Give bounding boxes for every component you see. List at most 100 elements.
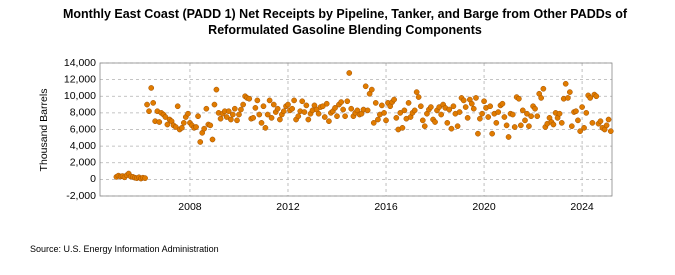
point <box>228 116 234 123</box>
x-tick-label: 2024 <box>570 201 594 213</box>
point <box>260 103 267 110</box>
point <box>250 115 257 121</box>
point <box>326 118 332 125</box>
point <box>305 116 312 123</box>
point <box>522 117 528 124</box>
point <box>207 122 214 129</box>
point <box>179 124 185 131</box>
point <box>252 105 259 111</box>
point <box>487 103 494 110</box>
point <box>348 105 355 112</box>
point <box>299 98 306 105</box>
point <box>485 114 492 120</box>
point <box>607 128 614 135</box>
source: Source: U.S. Energy Information Administ… <box>30 244 219 254</box>
point <box>180 120 187 126</box>
y-tick-label: 4,000 <box>70 140 96 152</box>
chart-title: Monthly East Coast (PADD 1) Net Receipts… <box>63 7 628 21</box>
point <box>201 125 208 132</box>
point <box>203 105 210 112</box>
point <box>295 113 302 120</box>
point <box>303 102 310 109</box>
point <box>332 105 338 111</box>
point <box>209 136 216 143</box>
point <box>581 124 587 131</box>
point <box>344 98 351 105</box>
point <box>399 124 406 131</box>
point <box>346 70 353 76</box>
point <box>573 108 579 115</box>
point <box>526 123 532 130</box>
point <box>379 102 385 109</box>
point <box>254 97 261 104</box>
x-tick-label: 2012 <box>276 201 300 213</box>
point <box>477 115 483 122</box>
point <box>509 111 516 118</box>
point <box>383 117 389 124</box>
point <box>362 83 369 90</box>
point <box>417 103 424 110</box>
y-tick-label: 6,000 <box>70 123 96 135</box>
point <box>266 97 273 104</box>
point <box>340 106 346 113</box>
point <box>164 121 171 128</box>
point <box>503 122 510 129</box>
point <box>446 106 453 113</box>
point <box>240 101 246 108</box>
point <box>519 107 526 114</box>
point <box>195 113 201 120</box>
point <box>501 114 508 120</box>
point <box>289 105 296 112</box>
point <box>238 106 244 113</box>
point <box>499 100 506 107</box>
point <box>568 123 575 130</box>
point <box>211 101 218 108</box>
point <box>558 120 565 126</box>
y-tick-label: 0 <box>90 173 96 185</box>
point <box>405 100 412 106</box>
point <box>493 120 500 126</box>
point <box>185 110 191 117</box>
point <box>193 124 199 130</box>
point <box>473 95 479 101</box>
point <box>468 100 475 107</box>
point <box>223 114 230 120</box>
point <box>146 108 152 115</box>
point <box>375 116 381 123</box>
point <box>605 116 612 123</box>
point <box>428 104 434 110</box>
point <box>464 115 471 121</box>
point <box>301 109 308 115</box>
point <box>277 116 283 123</box>
point <box>562 80 569 87</box>
chart-title: Reformulated Gasoline Blending Component… <box>208 23 482 37</box>
point <box>495 109 502 115</box>
point <box>256 111 263 118</box>
point <box>334 113 340 120</box>
point <box>577 128 583 135</box>
point <box>236 111 242 118</box>
point <box>231 105 238 112</box>
point <box>583 110 590 116</box>
point <box>197 139 204 145</box>
point <box>415 94 422 100</box>
x-tick-label: 2008 <box>178 201 202 213</box>
point <box>262 124 269 131</box>
point <box>550 121 557 128</box>
y-axis-label: Thousand Barrels <box>38 89 50 172</box>
point <box>401 107 408 114</box>
point <box>534 113 541 120</box>
point <box>148 85 155 91</box>
point <box>528 113 534 120</box>
point <box>342 113 348 120</box>
point <box>524 110 530 117</box>
point <box>370 120 377 126</box>
y-tick-label: -2,000 <box>66 190 96 202</box>
point <box>264 111 271 118</box>
point <box>540 85 547 92</box>
point <box>150 100 157 106</box>
point <box>270 101 277 108</box>
point <box>450 103 457 110</box>
point <box>225 108 232 115</box>
